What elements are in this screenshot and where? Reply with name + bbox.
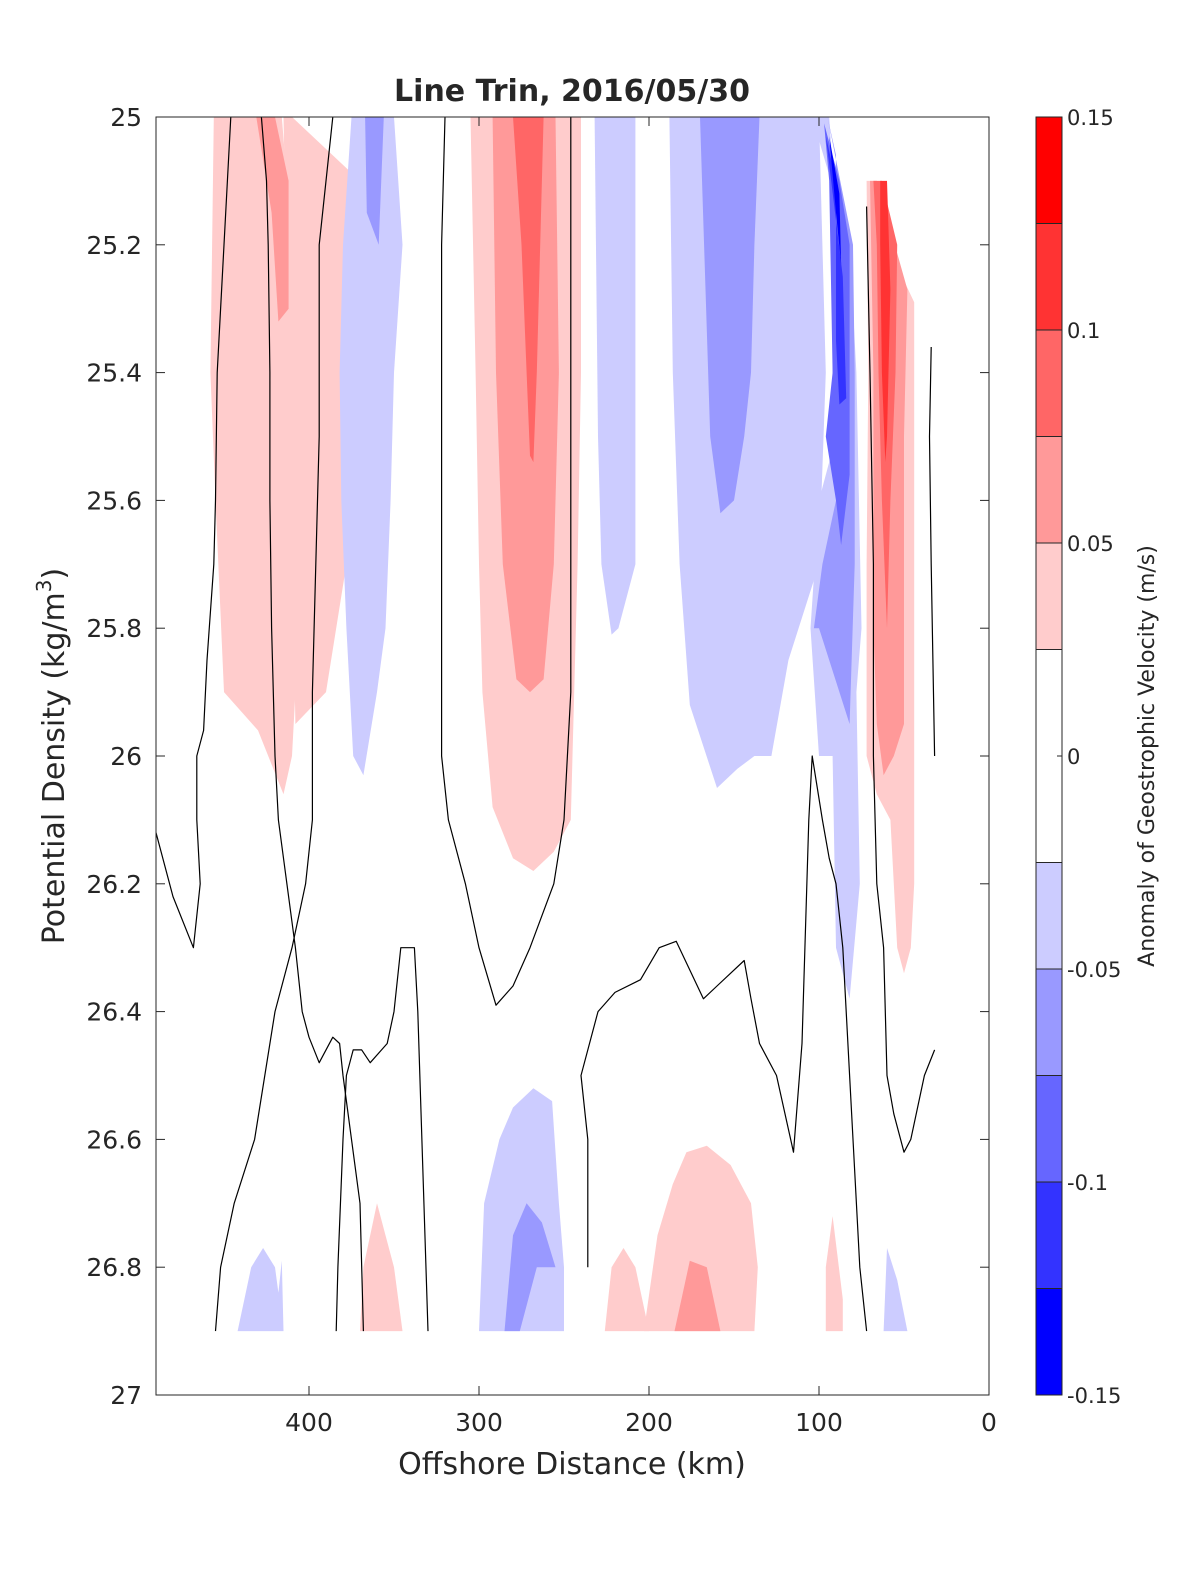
zero-contour-4 xyxy=(441,117,572,1006)
x-tick-label-2: 200 xyxy=(625,1408,673,1437)
colorbar-tick-label-4: -0.05 xyxy=(1067,958,1121,982)
colorbar-bin-6 xyxy=(1036,543,1062,650)
x-tick-label-3: 100 xyxy=(795,1408,843,1437)
y-tick-label-1: 25.2 xyxy=(86,231,142,260)
colorbar-bin-3 xyxy=(1036,969,1062,1076)
zero-contour-lines xyxy=(156,117,936,1332)
y-axis-label-main: Potential Density (kg/m xyxy=(37,592,72,944)
colorbar xyxy=(1036,117,1062,1395)
filled-contours xyxy=(210,117,915,1332)
colorbar-bin-0 xyxy=(1036,1288,1062,1395)
contour-region-21 xyxy=(360,1203,403,1332)
colorbar-bin-4 xyxy=(1036,862,1062,969)
colorbar-bin-10 xyxy=(1036,117,1062,224)
contour-region-4 xyxy=(365,117,384,245)
contour-region-8 xyxy=(594,117,636,635)
contour-region-22 xyxy=(479,1088,564,1332)
y-axis-label: Potential Density (kg/m3) xyxy=(32,568,72,944)
contour-region-1 xyxy=(283,117,360,724)
x-tick-label-0: 400 xyxy=(285,1408,333,1437)
zero-contour-5 xyxy=(580,755,868,1332)
colorbar-bin-9 xyxy=(1036,223,1062,330)
y-axis-ticks: 25 25.2 25.4 25.6 25.8 26 26.2 26.4 26.6 26.8 27 xyxy=(86,103,989,1410)
zero-contour-6 xyxy=(866,206,936,1153)
y-tick-label-2: 25.4 xyxy=(86,359,142,388)
zero-contour-0 xyxy=(156,117,232,949)
contour-region-23 xyxy=(504,1203,556,1332)
chart-title: Line Trin, 2016/05/30 xyxy=(394,74,750,109)
contour-region-14 xyxy=(825,136,847,405)
contour-region-3 xyxy=(339,117,403,776)
colorbar-label: Anomaly of Geostrophic Velocity (m/s) xyxy=(1135,545,1160,967)
contour-region-25 xyxy=(643,1145,758,1332)
zero-contour-3 xyxy=(260,117,364,1332)
y-tick-label-9: 26.8 xyxy=(86,1253,142,1282)
y-tick-label-7: 26.4 xyxy=(86,998,142,1027)
y-tick-label-4: 25.8 xyxy=(86,614,142,643)
colorbar-bin-8 xyxy=(1036,330,1062,437)
contour-region-20 xyxy=(237,1248,284,1332)
y-tick-label-3: 25.6 xyxy=(86,486,142,515)
x-axis-ticks: 400 300 200 100 0 xyxy=(285,117,997,1437)
contour-region-24 xyxy=(604,1248,649,1332)
y-tick-label-10: 27 xyxy=(110,1381,142,1410)
x-tick-label-1: 300 xyxy=(455,1408,503,1437)
contour-region-10 xyxy=(700,117,760,514)
zero-contour-2 xyxy=(335,947,429,1332)
colorbar-tick-label-1: 0.1 xyxy=(1067,319,1100,343)
y-tick-label-5: 26 xyxy=(110,742,142,771)
y-axis-label-suffix: ) xyxy=(37,568,72,580)
colorbar-bin-1 xyxy=(1036,1182,1062,1289)
colorbar-tick-label-6: -0.15 xyxy=(1067,1384,1121,1408)
contour-region-27 xyxy=(825,1216,843,1332)
colorbar-tick-label-5: -0.1 xyxy=(1067,1171,1108,1195)
colorbar-tick-label-2: 0.05 xyxy=(1067,532,1114,556)
contour-region-7 xyxy=(513,117,544,463)
y-tick-label-6: 26.2 xyxy=(86,870,142,899)
contour-region-28 xyxy=(883,1248,908,1332)
contour-region-15 xyxy=(829,136,842,264)
contour-region-6 xyxy=(492,117,559,693)
zero-contour-1 xyxy=(214,117,334,1332)
zero-contour-7 xyxy=(928,346,936,757)
colorbar-tick-label-0: 0.15 xyxy=(1067,106,1114,130)
contour-region-26 xyxy=(674,1260,721,1332)
colorbar-tick-label-3: 0 xyxy=(1067,745,1080,769)
y-axis-label-superscript: 3 xyxy=(32,579,56,592)
x-tick-label-4: 0 xyxy=(981,1408,997,1437)
x-axis-label: Offshore Distance (km) xyxy=(398,1447,746,1482)
colorbar-bin-2 xyxy=(1036,1075,1062,1182)
contour-region-2 xyxy=(256,117,289,322)
y-tick-label-8: 26.6 xyxy=(86,1125,142,1154)
y-tick-label-0: 25 xyxy=(110,103,142,132)
colorbar-ticks: 0.15 0.1 0.05 0 -0.05 -0.1 -0.15 xyxy=(1057,106,1121,1408)
contour-region-19 xyxy=(880,180,891,463)
colorbar-bin-7 xyxy=(1036,436,1062,543)
